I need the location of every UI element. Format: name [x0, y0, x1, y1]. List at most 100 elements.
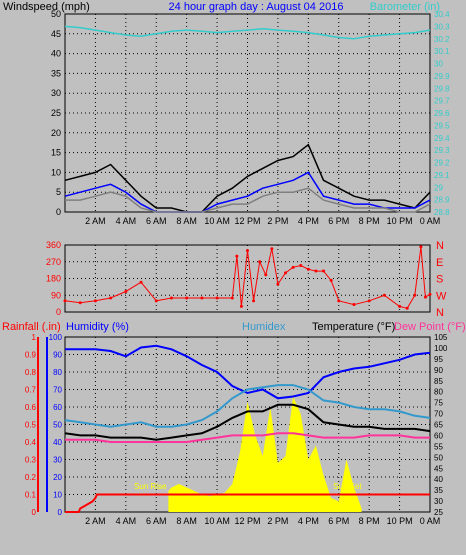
humidity-y-tick-label: 60: [53, 403, 62, 412]
windspeed-axis-label: Windspeed (mph): [3, 1, 90, 13]
series-wind-direction-point: [352, 303, 356, 307]
series-wind-direction-point: [291, 265, 295, 269]
temperature-y-tick-label: 80: [434, 388, 443, 397]
series-wind-direction-point: [63, 299, 67, 303]
compass-label: W: [436, 290, 447, 302]
series-wind-direction-point: [270, 247, 274, 251]
barometer-y-tick-label: 30.2: [434, 35, 450, 44]
temperature-y-tick-label: 30: [434, 497, 443, 506]
wind-x-tick-label: 6 PM: [328, 216, 349, 226]
temperature-axis-label: Temperature (°F): [312, 321, 395, 333]
barometer-y-tick-label: 28.8: [434, 208, 450, 217]
wind-y-tick-label: 45: [51, 29, 61, 39]
series-wind-direction-point: [215, 296, 219, 300]
series-wind-direction-point: [239, 304, 243, 308]
series-wind-direction-point: [337, 299, 341, 303]
rainfall-y-tick-label: 0.1: [25, 491, 37, 500]
series-rainfall: [65, 493, 430, 513]
wind-x-tick-label: 10 AM: [204, 216, 230, 226]
series-wind-direction-point: [124, 290, 128, 294]
humidity-axis-label: Humidity (%): [66, 321, 129, 333]
temperature-y-tick-label: 40: [434, 475, 443, 484]
series-wind-direction-point: [276, 282, 280, 286]
sunrise-annotation: Sun Rise: [134, 482, 167, 491]
wind-y-tick-label: 5: [56, 187, 61, 197]
barometer-y-tick-label: 30.4: [434, 10, 450, 19]
series-wind-direction-point: [314, 269, 318, 273]
rainfall-y-tick-label: 0.7: [25, 386, 37, 395]
series-wind-direction-point: [382, 293, 386, 297]
temperature-y-tick-label: 70: [434, 410, 443, 419]
series-wind-direction-point: [398, 304, 402, 308]
humidex-axis-label: Humidex: [242, 321, 286, 333]
barometer-y-tick-label: 29.9: [434, 72, 450, 81]
barometer-y-tick-label: 28.9: [434, 196, 450, 205]
humidity-y-tick-label: 80: [53, 368, 62, 377]
barometer-y-tick-label: 29.7: [434, 97, 450, 106]
humidity-y-tick-label: 100: [49, 333, 63, 342]
series-wind-direction-point: [139, 280, 143, 284]
climate-x-tick-label: 4 AM: [116, 516, 137, 526]
barometer-y-tick-label: 29.1: [434, 171, 450, 180]
wind-y-tick-label: 10: [51, 167, 61, 177]
rainfall-y-tick-label: 0.6: [25, 403, 37, 412]
barometer-y-tick-label: 30.3: [434, 22, 450, 31]
climate-x-tick-label: 8 AM: [176, 516, 197, 526]
temperature-y-tick-label: 85: [434, 377, 443, 386]
rainfall-axis-label: Rainfall (.in): [2, 321, 61, 333]
climate-x-tick-label: 6 PM: [328, 516, 349, 526]
series-wind-average: [64, 171, 431, 213]
rainfall-y-tick-label: 1: [32, 333, 37, 342]
series-solar-area: [168, 396, 362, 512]
series-wind-direction-point: [154, 299, 158, 303]
series-wind-direction-point: [428, 292, 432, 296]
temperature-y-tick-label: 75: [434, 399, 443, 408]
direction-y-tick-label: 360: [46, 240, 61, 250]
series-wind-direction-point: [93, 299, 97, 303]
series-wind-direction-point: [322, 269, 326, 273]
wind-y-tick-label: 0: [56, 207, 61, 217]
wind-y-tick-label: 35: [51, 68, 61, 78]
climate-x-tick-label: 12 PM: [234, 516, 260, 526]
series-dew-point: [65, 432, 430, 443]
compass-label: S: [436, 274, 443, 286]
climate-x-tick-label: 0 AM: [420, 516, 441, 526]
barometer-y-tick-label: 30: [434, 60, 443, 69]
series-humidity: [65, 344, 431, 400]
barometer-y-tick-label: 30.1: [434, 47, 450, 56]
compass-label: N: [436, 240, 444, 252]
wind-y-tick-label: 25: [51, 108, 61, 118]
rainfall-y-tick-label: 0.8: [25, 368, 37, 377]
wind-x-tick-label: 2 AM: [85, 216, 106, 226]
direction-y-tick-label: 90: [51, 290, 61, 300]
climate-x-tick-label: 4 PM: [298, 516, 319, 526]
series-wind-direction-point: [185, 296, 189, 300]
direction-y-tick-label: 0: [56, 307, 61, 317]
climate-x-tick-label: 10 PM: [387, 516, 413, 526]
humidity-y-tick-label: 70: [53, 386, 62, 395]
wind-x-tick-label: 0 AM: [420, 216, 441, 226]
series-wind-direction-point: [413, 293, 417, 297]
series-wind-direction-point: [306, 267, 310, 271]
compass-label: N: [436, 307, 444, 319]
series-wind-direction-point: [200, 296, 204, 300]
wind-x-tick-label: 8 PM: [359, 216, 380, 226]
temperature-y-tick-label: 55: [434, 442, 443, 451]
temperature-y-tick-label: 35: [434, 486, 443, 495]
wind-y-tick-label: 30: [51, 88, 61, 98]
series-wind-gust: [64, 143, 431, 213]
humidity-y-tick-label: 90: [53, 351, 62, 360]
temperature-y-tick-label: 60: [434, 431, 443, 440]
wind-x-tick-label: 4 PM: [298, 216, 319, 226]
series-wind-direction-point: [423, 295, 427, 299]
wind-x-tick-label: 12 PM: [234, 216, 260, 226]
wind-y-tick-label: 20: [51, 128, 61, 138]
series-humidex: [64, 384, 431, 428]
series-temperature: [64, 403, 431, 441]
series-wind-direction-point: [78, 301, 82, 305]
series-wind-direction-point: [169, 296, 173, 300]
temperature-y-tick-label: 65: [434, 421, 443, 430]
series-wind-direction-point: [235, 254, 239, 258]
